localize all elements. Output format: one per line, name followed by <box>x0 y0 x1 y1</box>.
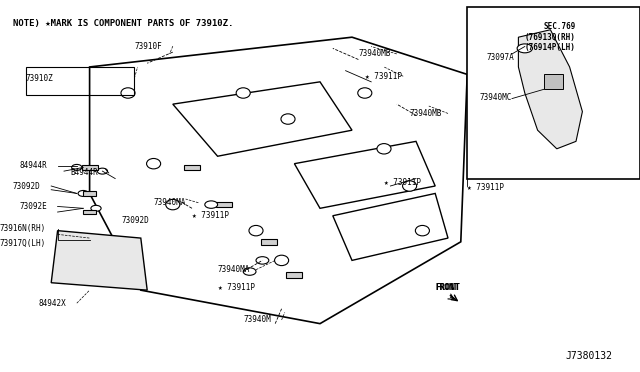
Ellipse shape <box>147 158 161 169</box>
Text: ★ 73911P: ★ 73911P <box>218 283 255 292</box>
Text: 73092E: 73092E <box>19 202 47 211</box>
Bar <box>261 239 276 245</box>
Ellipse shape <box>377 144 391 154</box>
Circle shape <box>97 168 108 174</box>
Bar <box>26 67 134 95</box>
Text: 73940MC: 73940MC <box>480 93 513 102</box>
Text: ★ 73911P: ★ 73911P <box>384 178 421 187</box>
Text: FRONT: FRONT <box>435 283 458 292</box>
Circle shape <box>243 268 256 275</box>
Circle shape <box>78 190 88 196</box>
Bar <box>83 210 96 214</box>
Text: FRONT: FRONT <box>435 283 460 292</box>
Ellipse shape <box>275 255 289 266</box>
Bar <box>184 164 200 170</box>
Ellipse shape <box>281 114 295 124</box>
Text: ★ 73911P: ★ 73911P <box>192 211 229 220</box>
Bar <box>83 191 96 196</box>
Text: 73092D: 73092D <box>122 216 149 225</box>
Text: J7380132: J7380132 <box>565 351 612 361</box>
Circle shape <box>91 205 101 211</box>
Bar <box>287 272 302 278</box>
Text: 73917Q(LH): 73917Q(LH) <box>0 239 46 248</box>
Ellipse shape <box>166 199 180 210</box>
Bar <box>467 7 640 179</box>
Bar <box>216 202 232 208</box>
Text: 73940MA: 73940MA <box>218 265 250 274</box>
Ellipse shape <box>415 225 429 236</box>
Ellipse shape <box>249 225 263 236</box>
Text: ★ 73911P: ★ 73911P <box>365 72 402 81</box>
Text: 73910Z: 73910Z <box>26 74 53 83</box>
Circle shape <box>517 44 532 53</box>
Text: 73097A: 73097A <box>486 52 514 61</box>
Polygon shape <box>544 74 563 89</box>
Text: B4944R: B4944R <box>70 169 98 177</box>
Bar <box>82 164 97 170</box>
Text: 73940MB: 73940MB <box>358 49 391 58</box>
Text: NOTE) ★MARK IS COMPONENT PARTS OF 73910Z.: NOTE) ★MARK IS COMPONENT PARTS OF 73910Z… <box>13 19 233 28</box>
Text: 73092D: 73092D <box>13 182 40 190</box>
Polygon shape <box>51 231 147 290</box>
Text: 84944R: 84944R <box>19 161 47 170</box>
Text: ★ 73911P: ★ 73911P <box>467 183 504 192</box>
Ellipse shape <box>121 88 135 98</box>
Text: 73916N(RH): 73916N(RH) <box>0 224 46 233</box>
Text: 73910F: 73910F <box>134 42 162 51</box>
Polygon shape <box>518 30 582 149</box>
Text: SEC.769
(76913Q(RH)
(76914P(LH): SEC.769 (76913Q(RH) (76914P(LH) <box>525 22 576 52</box>
Circle shape <box>205 201 218 208</box>
Circle shape <box>256 257 269 264</box>
Circle shape <box>72 164 82 170</box>
Text: 84942X: 84942X <box>38 299 66 308</box>
Ellipse shape <box>236 88 250 98</box>
Text: 73940MA: 73940MA <box>154 198 186 207</box>
Ellipse shape <box>358 88 372 98</box>
Text: 73940M: 73940M <box>243 315 271 324</box>
Text: 73940MB: 73940MB <box>410 109 442 118</box>
Ellipse shape <box>403 181 417 191</box>
